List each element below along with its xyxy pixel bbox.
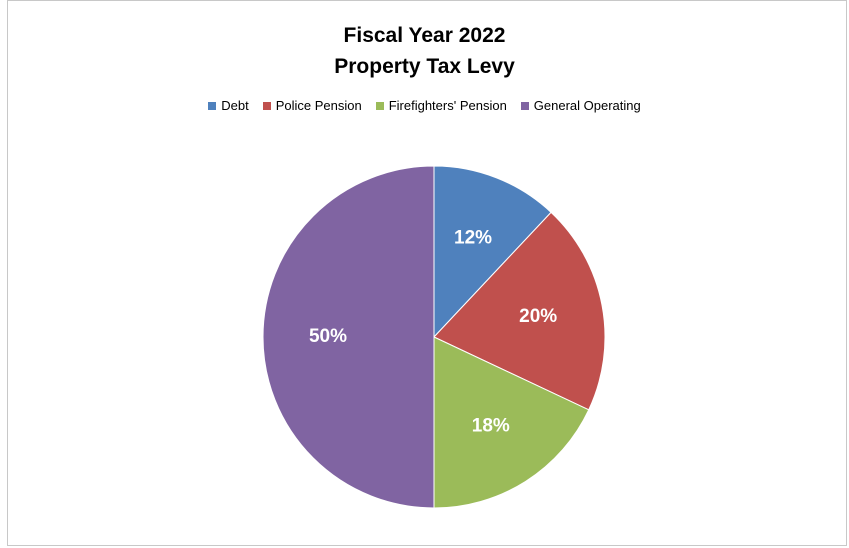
chart-title: Fiscal Year 2022 bbox=[343, 24, 506, 47]
legend-label-debt: Debt bbox=[221, 98, 249, 113]
legend-item-general-operating: General Operating bbox=[520, 98, 641, 113]
pie-label-firefighters-pension: 18% bbox=[472, 416, 510, 437]
legend-swatch-police-pension bbox=[262, 101, 271, 110]
legend-label-police-pension: Police Pension bbox=[275, 98, 362, 113]
pie-slices bbox=[262, 165, 606, 509]
legend-swatch-firefighters-pension bbox=[375, 101, 384, 110]
chart-subtitle: Property Tax Levy bbox=[334, 55, 515, 78]
pie-label-debt: 12% bbox=[454, 227, 492, 248]
pie-label-police-pension: 20% bbox=[519, 306, 557, 327]
legend-label-general-operating: General Operating bbox=[533, 98, 641, 113]
pie-slice-police-pension bbox=[433, 211, 606, 411]
pie-slice-debt bbox=[433, 165, 552, 339]
legend-item-firefighters-pension: Firefighters' Pension bbox=[375, 98, 507, 113]
legend-swatch-debt bbox=[208, 101, 217, 110]
legend-item-debt: Debt bbox=[208, 98, 249, 113]
pie-labels: 12% 20% 18% 50% bbox=[309, 227, 557, 436]
legend-label-firefighters-pension: Firefighters' Pension bbox=[388, 98, 507, 113]
legend-item-police-pension: Police Pension bbox=[262, 98, 362, 113]
chart-legend: Debt Police Pension Firefighters' Pensio… bbox=[0, 98, 849, 113]
pie-slice-firefighters-pension bbox=[433, 336, 590, 509]
legend-swatch-general-operating bbox=[520, 101, 529, 110]
pie-slice-general-operating bbox=[262, 165, 435, 509]
pie-label-general-operating: 50% bbox=[309, 326, 347, 347]
